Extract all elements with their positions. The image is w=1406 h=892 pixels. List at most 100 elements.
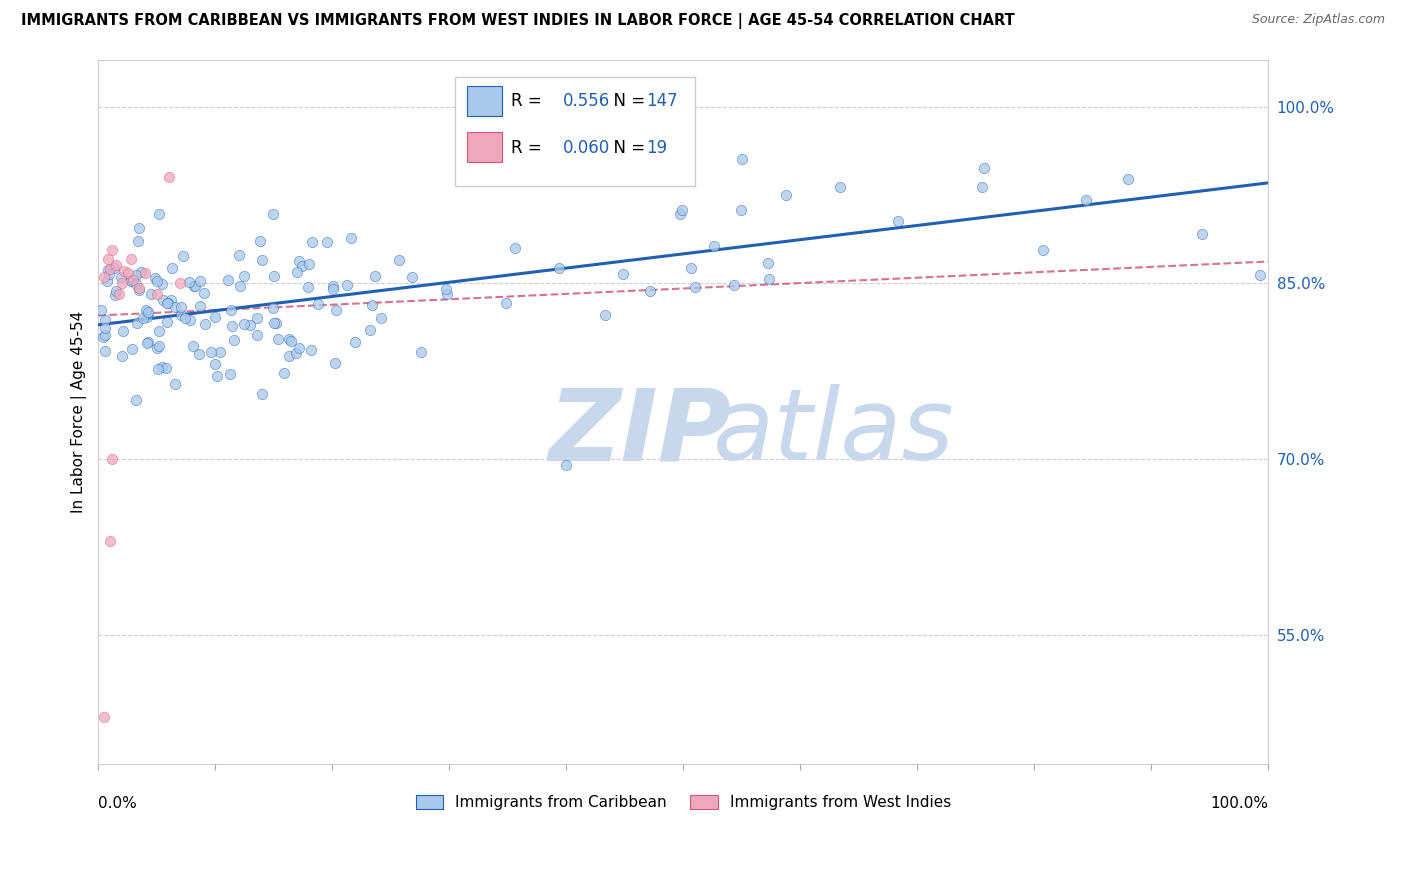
- Point: [364, 268, 387, 283]
- Point: [233, 317, 256, 331]
- Point: [232, 269, 254, 284]
- Point: [96, 275, 118, 289]
- Point: [93, 330, 115, 344]
- Text: atlas: atlas: [713, 384, 955, 482]
- Point: [94, 313, 117, 327]
- Point: [249, 235, 271, 249]
- Point: [288, 341, 311, 355]
- Point: [194, 318, 217, 332]
- Point: [128, 283, 150, 297]
- Text: 0.556: 0.556: [562, 92, 610, 110]
- Text: IMMIGRANTS FROM CARIBBEAN VS IMMIGRANTS FROM WEST INDIES IN LABOR FORCE | AGE 45: IMMIGRANTS FROM CARIBBEAN VS IMMIGRANTS …: [21, 13, 1015, 29]
- Point: [299, 343, 322, 358]
- Point: [148, 324, 170, 338]
- Point: [731, 153, 754, 167]
- Point: [93, 269, 115, 284]
- Point: [359, 323, 381, 337]
- Text: N =: N =: [603, 138, 645, 157]
- Point: [229, 278, 252, 293]
- Point: [108, 287, 131, 301]
- Point: [671, 203, 693, 218]
- Point: [322, 282, 344, 296]
- Point: [401, 270, 423, 285]
- Point: [495, 295, 517, 310]
- Point: [204, 358, 226, 372]
- Point: [273, 367, 295, 381]
- Point: [298, 257, 321, 271]
- Text: 147: 147: [645, 92, 678, 110]
- FancyBboxPatch shape: [456, 78, 695, 186]
- Point: [218, 368, 240, 382]
- Point: [170, 300, 193, 314]
- Point: [159, 293, 181, 308]
- Point: [200, 345, 222, 359]
- Point: [307, 296, 329, 310]
- Point: [183, 279, 205, 293]
- Point: [288, 253, 311, 268]
- Point: [136, 304, 159, 318]
- Point: [97, 267, 120, 281]
- Point: [436, 287, 458, 301]
- Point: [263, 316, 285, 330]
- Point: [132, 311, 155, 326]
- Point: [111, 324, 134, 338]
- Point: [152, 277, 174, 292]
- Point: [94, 343, 117, 358]
- Point: [409, 345, 432, 359]
- Point: [101, 451, 124, 466]
- Point: [221, 318, 243, 333]
- Point: [344, 335, 367, 350]
- Point: [110, 270, 132, 285]
- Point: [146, 287, 169, 301]
- Point: [723, 278, 745, 293]
- Point: [94, 327, 117, 342]
- Point: [322, 279, 344, 293]
- Point: [291, 259, 314, 273]
- Point: [250, 252, 273, 267]
- Point: [222, 333, 245, 347]
- Point: [98, 533, 121, 548]
- Point: [136, 335, 159, 350]
- Text: 0.060: 0.060: [562, 138, 610, 157]
- Point: [370, 311, 392, 326]
- Point: [339, 231, 361, 245]
- FancyBboxPatch shape: [467, 132, 502, 161]
- Point: [1116, 172, 1139, 186]
- Text: 19: 19: [645, 138, 666, 157]
- Point: [120, 252, 142, 267]
- Point: [970, 179, 993, 194]
- Point: [217, 272, 239, 286]
- Point: [157, 169, 180, 184]
- Point: [136, 334, 159, 349]
- Point: [143, 271, 166, 285]
- Point: [315, 235, 337, 249]
- Point: [156, 296, 179, 310]
- Point: [111, 276, 134, 290]
- Point: [246, 327, 269, 342]
- Point: [278, 332, 301, 346]
- Point: [127, 235, 149, 249]
- Text: Source: ZipAtlas.com: Source: ZipAtlas.com: [1251, 13, 1385, 27]
- Point: [155, 360, 177, 375]
- Point: [297, 280, 319, 294]
- Point: [122, 273, 145, 287]
- Point: [172, 249, 194, 263]
- Point: [703, 238, 725, 252]
- Point: [1074, 193, 1097, 207]
- Point: [388, 253, 411, 268]
- Point: [135, 302, 157, 317]
- Point: [555, 458, 578, 472]
- Point: [638, 284, 661, 298]
- Point: [669, 207, 692, 221]
- Point: [170, 308, 193, 322]
- Point: [190, 299, 212, 313]
- Point: [112, 264, 135, 278]
- Point: [336, 278, 359, 293]
- Text: R =: R =: [512, 92, 547, 110]
- Point: [169, 276, 191, 290]
- Point: [221, 303, 243, 318]
- Point: [103, 261, 125, 276]
- Point: [97, 252, 120, 267]
- Point: [121, 343, 143, 357]
- Point: [128, 281, 150, 295]
